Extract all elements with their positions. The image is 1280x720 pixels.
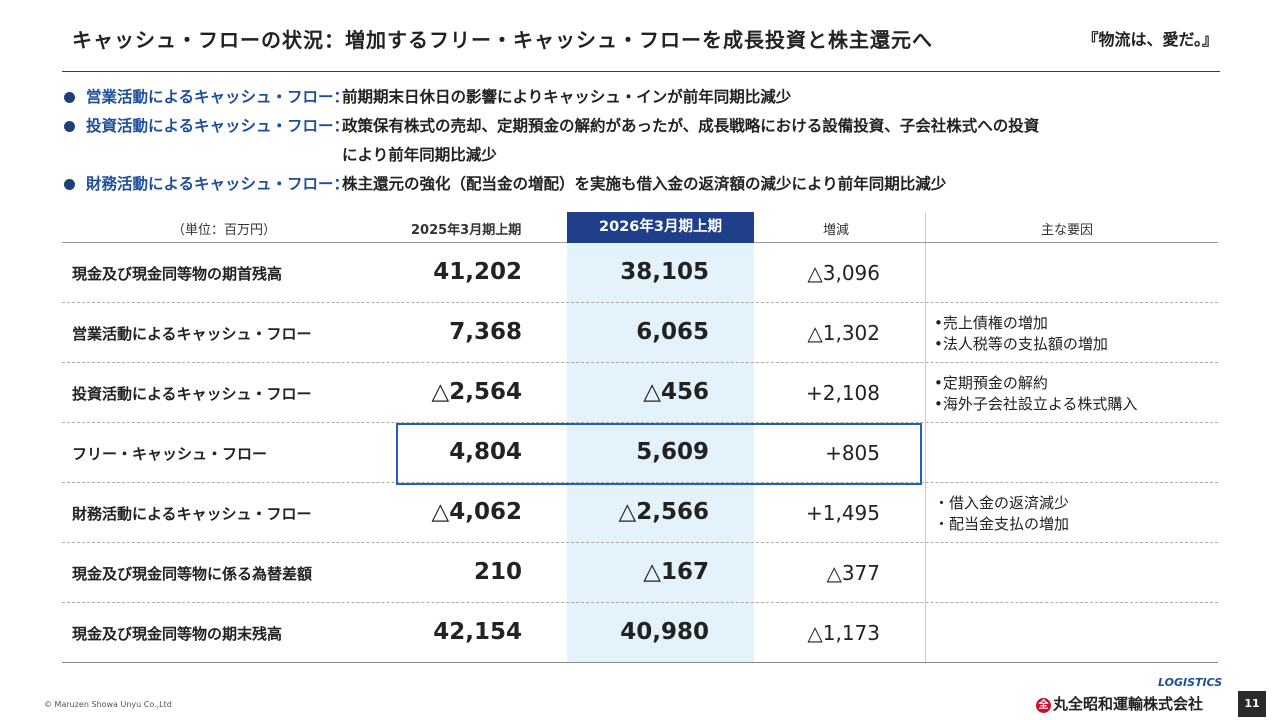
value-diff: △1,302: [807, 321, 880, 345]
title-bar: キャッシュ・フローの状況：増加するフリー・キャッシュ・フローを成長投資と株主還元…: [62, 20, 1220, 72]
company-name-text: 丸全昭和運輸株式会社: [1053, 695, 1204, 713]
bullet-list: 営業活動によるキャッシュ・フロー： 前期期末日休日の影響によりキャッシュ・インが…: [62, 84, 1222, 200]
bullet-item-operating: 営業活動によるキャッシュ・フロー： 前期期末日休日の影響によりキャッシュ・インが…: [62, 84, 1222, 113]
value-diff: △1,173: [807, 621, 880, 645]
row-name: 財務活動によるキャッシュ・フロー: [72, 505, 312, 523]
value-curr: 5,609: [636, 439, 709, 465]
value-prev: 41,202: [433, 259, 522, 285]
bullet-dot-icon: [64, 179, 75, 190]
free-cash-flow-highlight-box: [396, 423, 922, 485]
value-prev: 4,804: [449, 439, 522, 465]
value-diff: △3,096: [807, 261, 880, 285]
slogan: 『物流は、愛だ。』: [1082, 30, 1218, 49]
row-name: 営業活動によるキャッシュ・フロー: [72, 325, 312, 343]
value-diff: △377: [826, 561, 880, 585]
company-mark-icon: 全: [1036, 698, 1051, 713]
bullet-label: 投資活動によるキャッシュ・フロー：: [86, 117, 350, 135]
value-curr: 38,105: [620, 259, 709, 285]
company-name: 全丸全昭和運輸株式会社: [1036, 693, 1203, 714]
row-name: 現金及び現金同等物の期首残高: [72, 265, 283, 283]
factor-item: •定期預金の解約: [934, 374, 1048, 392]
factor-item: ・配当金支払の増加: [934, 515, 1070, 533]
table-row: 現金及び現金同等物に係る為替差額 210 △167 △377: [62, 543, 1218, 603]
factor-item: ・借入金の返済減少: [934, 494, 1070, 512]
bullet-item-financing: 財務活動によるキャッシュ・フロー： 株主還元の強化（配当金の増配）を実施も借入金…: [62, 171, 1222, 200]
bullet-label: 財務活動によるキャッシュ・フロー：: [86, 175, 350, 193]
bullet-label: 営業活動によるキャッシュ・フロー：: [86, 88, 350, 106]
value-curr: △456: [643, 379, 709, 405]
value-prev: 42,154: [433, 619, 522, 645]
value-prev: 210: [473, 559, 522, 585]
table-row: 財務活動によるキャッシュ・フロー △4,062 △2,566 +1,495 ・借…: [62, 483, 1218, 543]
cash-flow-table: （単位：百万円） 2025年3月期上期 増減 主な要因 現金及び現金同等物の期首…: [62, 212, 1218, 663]
value-prev: 7,368: [449, 319, 522, 345]
table-row: 投資活動によるキャッシュ・フロー △2,564 △456 +2,108 •定期預…: [62, 363, 1218, 423]
current-period-highlight: [567, 212, 754, 662]
copyright: © Maruzen Showa Unyu Co.,Ltd: [44, 700, 172, 709]
bullet-text: 株主還元の強化（配当金の増配）を実施も借入金の返済額の減少により前年同期比減少: [342, 175, 947, 193]
value-diff: +805: [825, 441, 880, 465]
factor-item: •売上債権の増加: [934, 314, 1048, 332]
table-row: 現金及び現金同等物の期首残高 41,202 38,105 △3,096: [62, 243, 1218, 303]
bullet-item-investing: 投資活動によるキャッシュ・フロー： 政策保有株式の売却、定期預金の解約があったが…: [62, 113, 1222, 171]
row-name: 現金及び現金同等物に係る為替差額: [72, 565, 313, 583]
header-curr-period: 2026年3月期上期: [567, 212, 754, 243]
value-diff: +1,495: [805, 501, 880, 525]
header-prev-period: 2025年3月期上期: [411, 223, 522, 238]
bullet-text: 政策保有株式の売却、定期預金の解約があったが、成長戦略における設備投資、子会社株…: [342, 117, 1040, 135]
value-curr: △2,566: [618, 499, 709, 525]
bullet-text: 前期期末日休日の影響によりキャッシュ・インが前年同期比減少: [342, 88, 792, 106]
row-name: フリー・キャッシュ・フロー: [72, 445, 268, 463]
bullet-dot-icon: [64, 121, 75, 132]
table-row: 現金及び現金同等物の期末残高 42,154 40,980 △1,173: [62, 603, 1218, 663]
value-prev: △4,062: [431, 499, 522, 525]
value-curr: 6,065: [636, 319, 709, 345]
row-name: 投資活動によるキャッシュ・フロー: [72, 385, 312, 403]
bullet-text-continued: により前年同期比減少: [342, 146, 497, 164]
value-diff: +2,108: [805, 381, 880, 405]
table-row-free-cash-flow: フリー・キャッシュ・フロー 4,804 5,609 +805: [62, 423, 1218, 483]
factor-column-divider: [925, 212, 926, 662]
factor-item: •海外子会社設立よる株式購入: [934, 395, 1138, 413]
factor-list: ・借入金の返済減少 ・配当金支払の増加: [934, 493, 1069, 535]
factor-list: •売上債権の増加 •法人税等の支払額の増加: [934, 313, 1108, 355]
page-title: キャッシュ・フローの状況：増加するフリー・キャッシュ・フローを成長投資と株主還元…: [72, 28, 933, 52]
factor-list: •定期預金の解約 •海外子会社設立よる株式購入: [934, 373, 1137, 415]
page-number: 11: [1238, 691, 1266, 717]
header-difference: 増減: [823, 223, 850, 238]
row-name: 現金及び現金同等物の期末残高: [72, 625, 283, 643]
value-prev: △2,564: [431, 379, 522, 405]
value-curr: △167: [643, 559, 709, 585]
header-factors: 主な要因: [1041, 223, 1094, 238]
logistics-logo: LOGISTICS: [1158, 676, 1223, 689]
bullet-dot-icon: [64, 92, 75, 103]
value-curr: 40,980: [620, 619, 709, 645]
unit-label: （単位：百万円）: [172, 223, 277, 238]
factor-item: •法人税等の支払額の増加: [934, 335, 1108, 353]
table-row: 営業活動によるキャッシュ・フロー 7,368 6,065 △1,302 •売上債…: [62, 303, 1218, 363]
